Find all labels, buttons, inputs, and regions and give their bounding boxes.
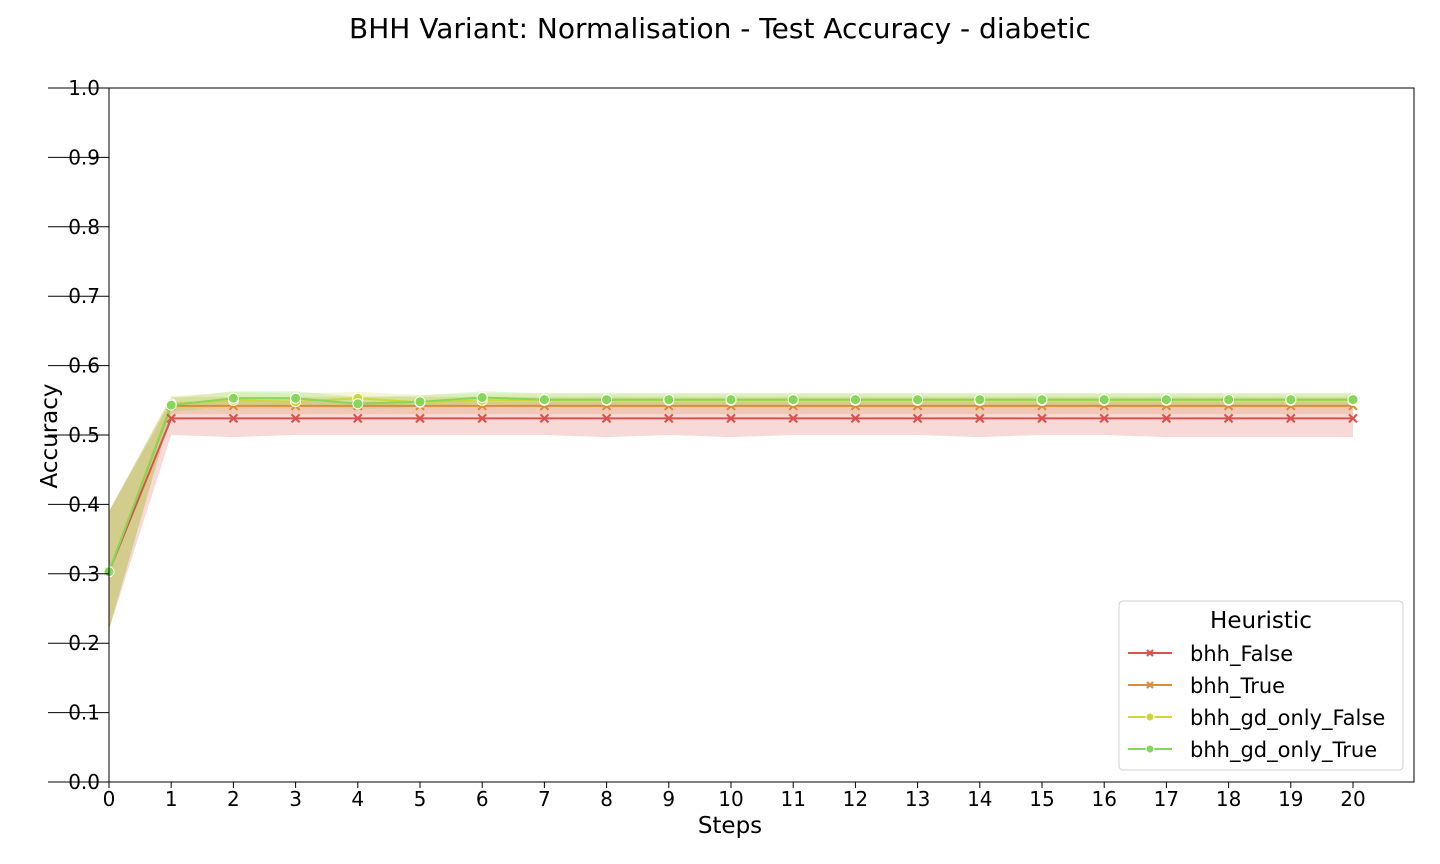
- x-tick-label: 20: [1340, 787, 1365, 811]
- x-tick-label: 18: [1216, 787, 1241, 811]
- x-tick-label: 8: [600, 787, 613, 811]
- y-axis-title: Accuracy: [37, 383, 63, 488]
- x-tick-label: 9: [662, 787, 675, 811]
- point-bhh_gd_only_True: [1098, 394, 1110, 406]
- y-tick-label: 0.7: [68, 284, 100, 308]
- confidence-bands: [109, 391, 1353, 630]
- x-tick-label: 2: [227, 787, 240, 811]
- point-bhh_False: [1223, 413, 1234, 424]
- point-bhh_False: [1037, 413, 1047, 424]
- x-tick-label: 5: [414, 787, 427, 811]
- point-bhh_gd_only_True: [290, 392, 302, 404]
- point-bhh_gd_only_True: [1285, 394, 1297, 406]
- point-bhh_False: [228, 413, 239, 424]
- point-bhh_gd_only_True: [476, 392, 488, 404]
- legend-marker-bhh_True: [1146, 681, 1154, 689]
- point-bhh_gd_only_True: [1223, 394, 1235, 406]
- x-tick-label: 11: [780, 787, 805, 811]
- legend-marker-bhh_gd_only_True: [1145, 744, 1155, 754]
- point-bhh_gd_only_True: [912, 394, 924, 406]
- point-bhh_gd_only_True: [538, 394, 550, 406]
- legend-label: bhh_False: [1190, 642, 1293, 667]
- y-tick-label: 0.1: [68, 701, 100, 725]
- point-bhh_gd_only_True: [663, 394, 675, 406]
- point-bhh_False: [477, 413, 487, 424]
- point-bhh_gd_only_True: [601, 394, 613, 406]
- point-bhh_False: [912, 413, 923, 424]
- point-bhh_gd_only_True: [414, 396, 426, 408]
- point-bhh_gd_only_True: [849, 394, 861, 406]
- x-tick-label: 16: [1091, 787, 1116, 811]
- legend-marker-bhh_gd_only_False: [1145, 712, 1155, 722]
- x-tick-label: 7: [538, 787, 551, 811]
- point-bhh_False: [415, 413, 425, 424]
- x-tick-label: 13: [905, 787, 930, 811]
- point-bhh_False: [290, 413, 301, 424]
- y-tick-label: 0.4: [68, 492, 100, 516]
- x-tick-label: 14: [967, 787, 992, 811]
- y-tick-label: 1.0: [68, 76, 100, 100]
- point-bhh_False: [1099, 413, 1109, 424]
- point-bhh_False: [539, 413, 550, 424]
- y-tick-label: 0.5: [68, 423, 100, 447]
- point-bhh_False: [726, 413, 736, 424]
- point-bhh_False: [850, 413, 861, 424]
- point-bhh_False: [1348, 413, 1358, 424]
- x-tick-label: 19: [1278, 787, 1303, 811]
- point-bhh_gd_only_True: [352, 398, 364, 410]
- y-tick-label: 0.0: [68, 770, 100, 794]
- band-bhh_False: [109, 401, 1353, 630]
- point-bhh_gd_only_True: [725, 394, 737, 406]
- point-bhh_False: [1286, 413, 1296, 424]
- point-bhh_False: [664, 413, 674, 424]
- x-tick-label: 6: [476, 787, 489, 811]
- series-markers: [103, 392, 1359, 578]
- x-tick-label: 17: [1154, 787, 1179, 811]
- x-tick-label: 10: [718, 787, 743, 811]
- legend-label: bhh_gd_only_True: [1190, 738, 1377, 763]
- legend: Heuristic bhh_False bhh_True bhh_gd_only_F…: [1118, 600, 1404, 771]
- y-tick-label: 0.2: [68, 631, 100, 655]
- x-tick-label: 3: [289, 787, 302, 811]
- line-bhh_False: [108, 417, 1353, 573]
- point-bhh_False: [601, 413, 612, 424]
- y-tick-label: 0.8: [68, 215, 100, 239]
- point-bhh_gd_only_True: [1347, 394, 1359, 406]
- point-bhh_False: [975, 413, 985, 424]
- point-bhh_gd_only_True: [227, 392, 239, 404]
- x-tick-label: 4: [351, 787, 364, 811]
- chart-title: BHH Variant: Normalisation - Test Accura…: [349, 12, 1091, 45]
- point-bhh_gd_only_True: [974, 394, 986, 406]
- point-bhh_gd_only_True: [165, 399, 177, 411]
- point-bhh_gd_only_True: [1036, 394, 1048, 406]
- legend-marker-bhh_False: [1146, 649, 1154, 657]
- legend-title: Heuristic: [1210, 608, 1312, 634]
- legend-label: bhh_gd_only_False: [1190, 706, 1385, 731]
- x-axis: 0 1 2 3 4 5 6 7 8 9 10 11 12 13 14 15 16 17 18 19 20: [103, 782, 1366, 811]
- y-axis: 0.0 0.1 0.2 0.3 0.4 0.5 0.6 0.7 0.8 0.9 1.0: [48, 76, 109, 794]
- point-bhh_False: [166, 413, 176, 424]
- point-bhh_False: [1161, 413, 1172, 424]
- x-tick-label: 15: [1029, 787, 1054, 811]
- x-tick-label: 1: [165, 787, 178, 811]
- point-bhh_gd_only_True: [1160, 394, 1172, 406]
- x-axis-title: Steps: [698, 813, 762, 839]
- legend-label: bhh_True: [1190, 674, 1285, 699]
- y-tick-label: 0.6: [68, 354, 100, 378]
- y-tick-label: 0.3: [68, 562, 100, 586]
- legend-box: [1118, 600, 1404, 771]
- point-bhh_False: [353, 413, 363, 424]
- x-tick-label: 0: [103, 787, 116, 811]
- y-tick-label: 0.9: [68, 145, 100, 169]
- x-tick-label: 12: [843, 787, 868, 811]
- point-bhh_gd_only_True: [787, 394, 799, 406]
- point-bhh_False: [788, 413, 798, 424]
